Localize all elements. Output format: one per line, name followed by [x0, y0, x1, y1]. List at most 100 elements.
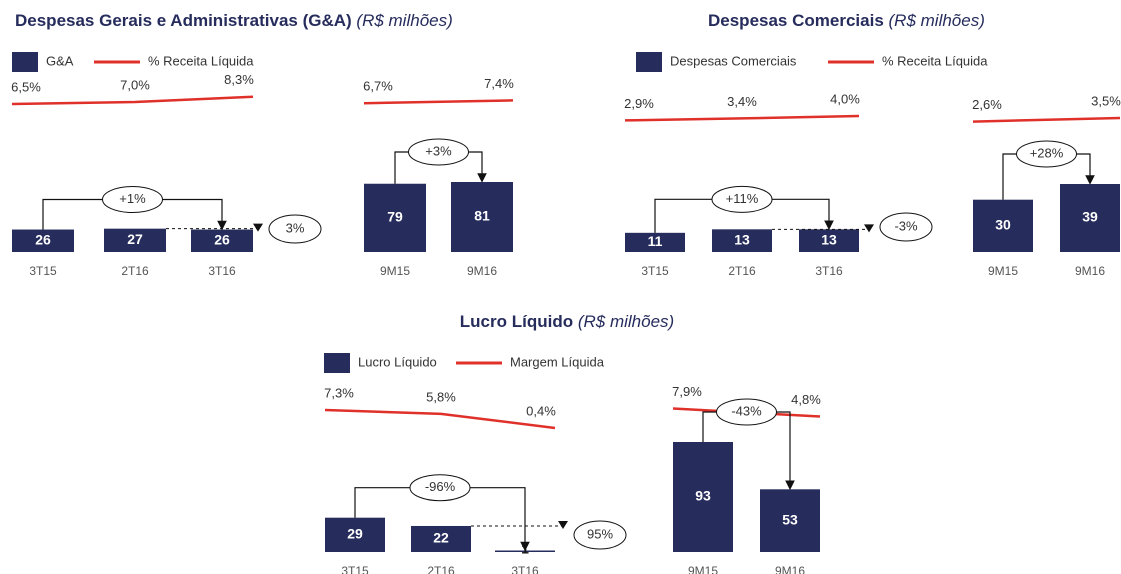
x-tick-label: 9M15	[380, 264, 410, 278]
annotation: -43%	[731, 403, 762, 418]
bar	[1060, 184, 1120, 252]
line-value-label: 7,3%	[324, 385, 354, 400]
annotation: -96%	[425, 479, 456, 494]
line-value-label: 2,9%	[624, 96, 654, 111]
legend-label: % Receita Líquida	[882, 53, 988, 68]
x-tick-label: 3T16	[815, 264, 843, 278]
line-value-label: 7,0%	[120, 77, 150, 92]
x-tick-label: 9M16	[1075, 264, 1105, 278]
chart-title: Despesas Comerciais (R$ milhões)	[708, 11, 985, 30]
bar-value-label: 26	[35, 231, 51, 247]
chart-title: Despesas Gerais e Administrativas (G&A) …	[15, 11, 453, 30]
x-tick-label: 2T16	[427, 564, 455, 574]
bar-value-label: 81	[474, 208, 490, 224]
down-triangle	[558, 520, 568, 529]
bar-value-label: 13	[821, 231, 837, 247]
annotation: -3%	[894, 218, 918, 233]
title-unit: (R$ milhões)	[578, 312, 674, 331]
line-value-label: 5,8%	[426, 389, 456, 404]
legend-label: Margem Líquida	[510, 354, 605, 369]
annotation: +3%	[425, 143, 452, 158]
x-tick-label: 9M15	[688, 564, 718, 574]
bar-value-label: 53	[782, 511, 798, 527]
bar	[712, 229, 772, 252]
line-value-label: 3,4%	[727, 94, 757, 109]
x-tick-label: 9M16	[467, 264, 497, 278]
line-value-label: 0,4%	[526, 403, 556, 418]
x-tick-label: 3T16	[208, 264, 236, 278]
annotation-bubble	[408, 138, 469, 166]
annotation-bubble	[879, 212, 933, 242]
line-value-label: 4,8%	[791, 392, 821, 407]
line-value-label: 7,4%	[484, 76, 514, 91]
bar	[673, 442, 733, 552]
annotation-bubble	[102, 186, 163, 214]
x-tick-label: 3T15	[341, 564, 369, 574]
annotation-bubble	[573, 520, 627, 550]
line-value-label: 6,5%	[11, 79, 41, 94]
x-tick-label: 3T15	[641, 264, 669, 278]
bar-value-label: 93	[695, 488, 711, 504]
x-tick-label: 2T16	[728, 264, 756, 278]
down-triangle	[864, 224, 874, 233]
legend-label: Lucro Líquido	[358, 354, 437, 369]
x-tick-label: 9M15	[988, 264, 1018, 278]
line-value-label: 7,9%	[672, 384, 702, 399]
annotation-bubble	[711, 185, 773, 213]
annotation: 3%	[286, 220, 305, 235]
bar-value-label: 29	[347, 526, 363, 542]
line-value-label: 3,5%	[1091, 93, 1121, 108]
x-tick-label: 3T15	[29, 264, 57, 278]
bar-value-label: 30	[995, 217, 1011, 233]
title-main: Despesas Gerais e Administrativas (G&A)	[15, 11, 352, 30]
bar	[760, 489, 820, 552]
bar	[799, 229, 859, 252]
annotation-bubble	[1016, 140, 1077, 168]
title-main: Despesas Comerciais	[708, 11, 884, 30]
line-value-label: 2,6%	[972, 97, 1002, 112]
down-triangle	[253, 223, 263, 232]
bar-value-label: 27	[127, 231, 143, 247]
bar	[364, 183, 426, 252]
line-series	[11, 95, 254, 106]
bar	[12, 229, 74, 252]
bar-value-label: 13	[734, 231, 750, 247]
annotation: +28%	[1030, 145, 1064, 160]
legend-swatch	[636, 52, 662, 72]
bar	[411, 525, 471, 552]
bar	[625, 232, 685, 252]
bar	[325, 517, 385, 552]
annotation: +11%	[726, 191, 759, 206]
annotation-bubble	[716, 398, 777, 426]
annotation: +1%	[119, 191, 146, 206]
annotation-bubble	[409, 474, 471, 502]
bar	[191, 229, 253, 252]
line-series	[972, 116, 1121, 123]
x-tick-label: 9M16	[775, 564, 805, 574]
line-value-label: 6,7%	[363, 79, 393, 94]
legend-label: Despesas Comerciais	[670, 53, 797, 68]
bar-value-label: 22	[433, 530, 449, 546]
annotation-bubble	[268, 214, 322, 244]
title-main: Lucro Líquido	[460, 312, 573, 331]
line-series	[324, 408, 556, 430]
bar-value-label: 39	[1082, 209, 1098, 225]
bar-value-label: 79	[387, 209, 403, 225]
line-value-label: 4,0%	[830, 91, 860, 106]
bar	[973, 199, 1033, 252]
chart-title: Lucro Líquido (R$ milhões)	[460, 312, 674, 331]
line-series	[363, 99, 514, 105]
legend-swatch	[12, 52, 38, 72]
legend-label: % Receita Líquida	[148, 53, 254, 68]
title-unit: (R$ milhões)	[356, 11, 452, 30]
bar	[104, 228, 166, 252]
legend-swatch	[324, 353, 350, 373]
legend-label: G&A	[46, 53, 74, 68]
bar	[451, 182, 513, 252]
x-tick-label: 3T16	[511, 564, 539, 574]
annotation: 95%	[587, 526, 613, 541]
bar-value-label: 11	[648, 233, 663, 249]
title-unit: (R$ milhões)	[889, 11, 985, 30]
line-series	[624, 114, 860, 122]
x-tick-label: 2T16	[121, 264, 149, 278]
